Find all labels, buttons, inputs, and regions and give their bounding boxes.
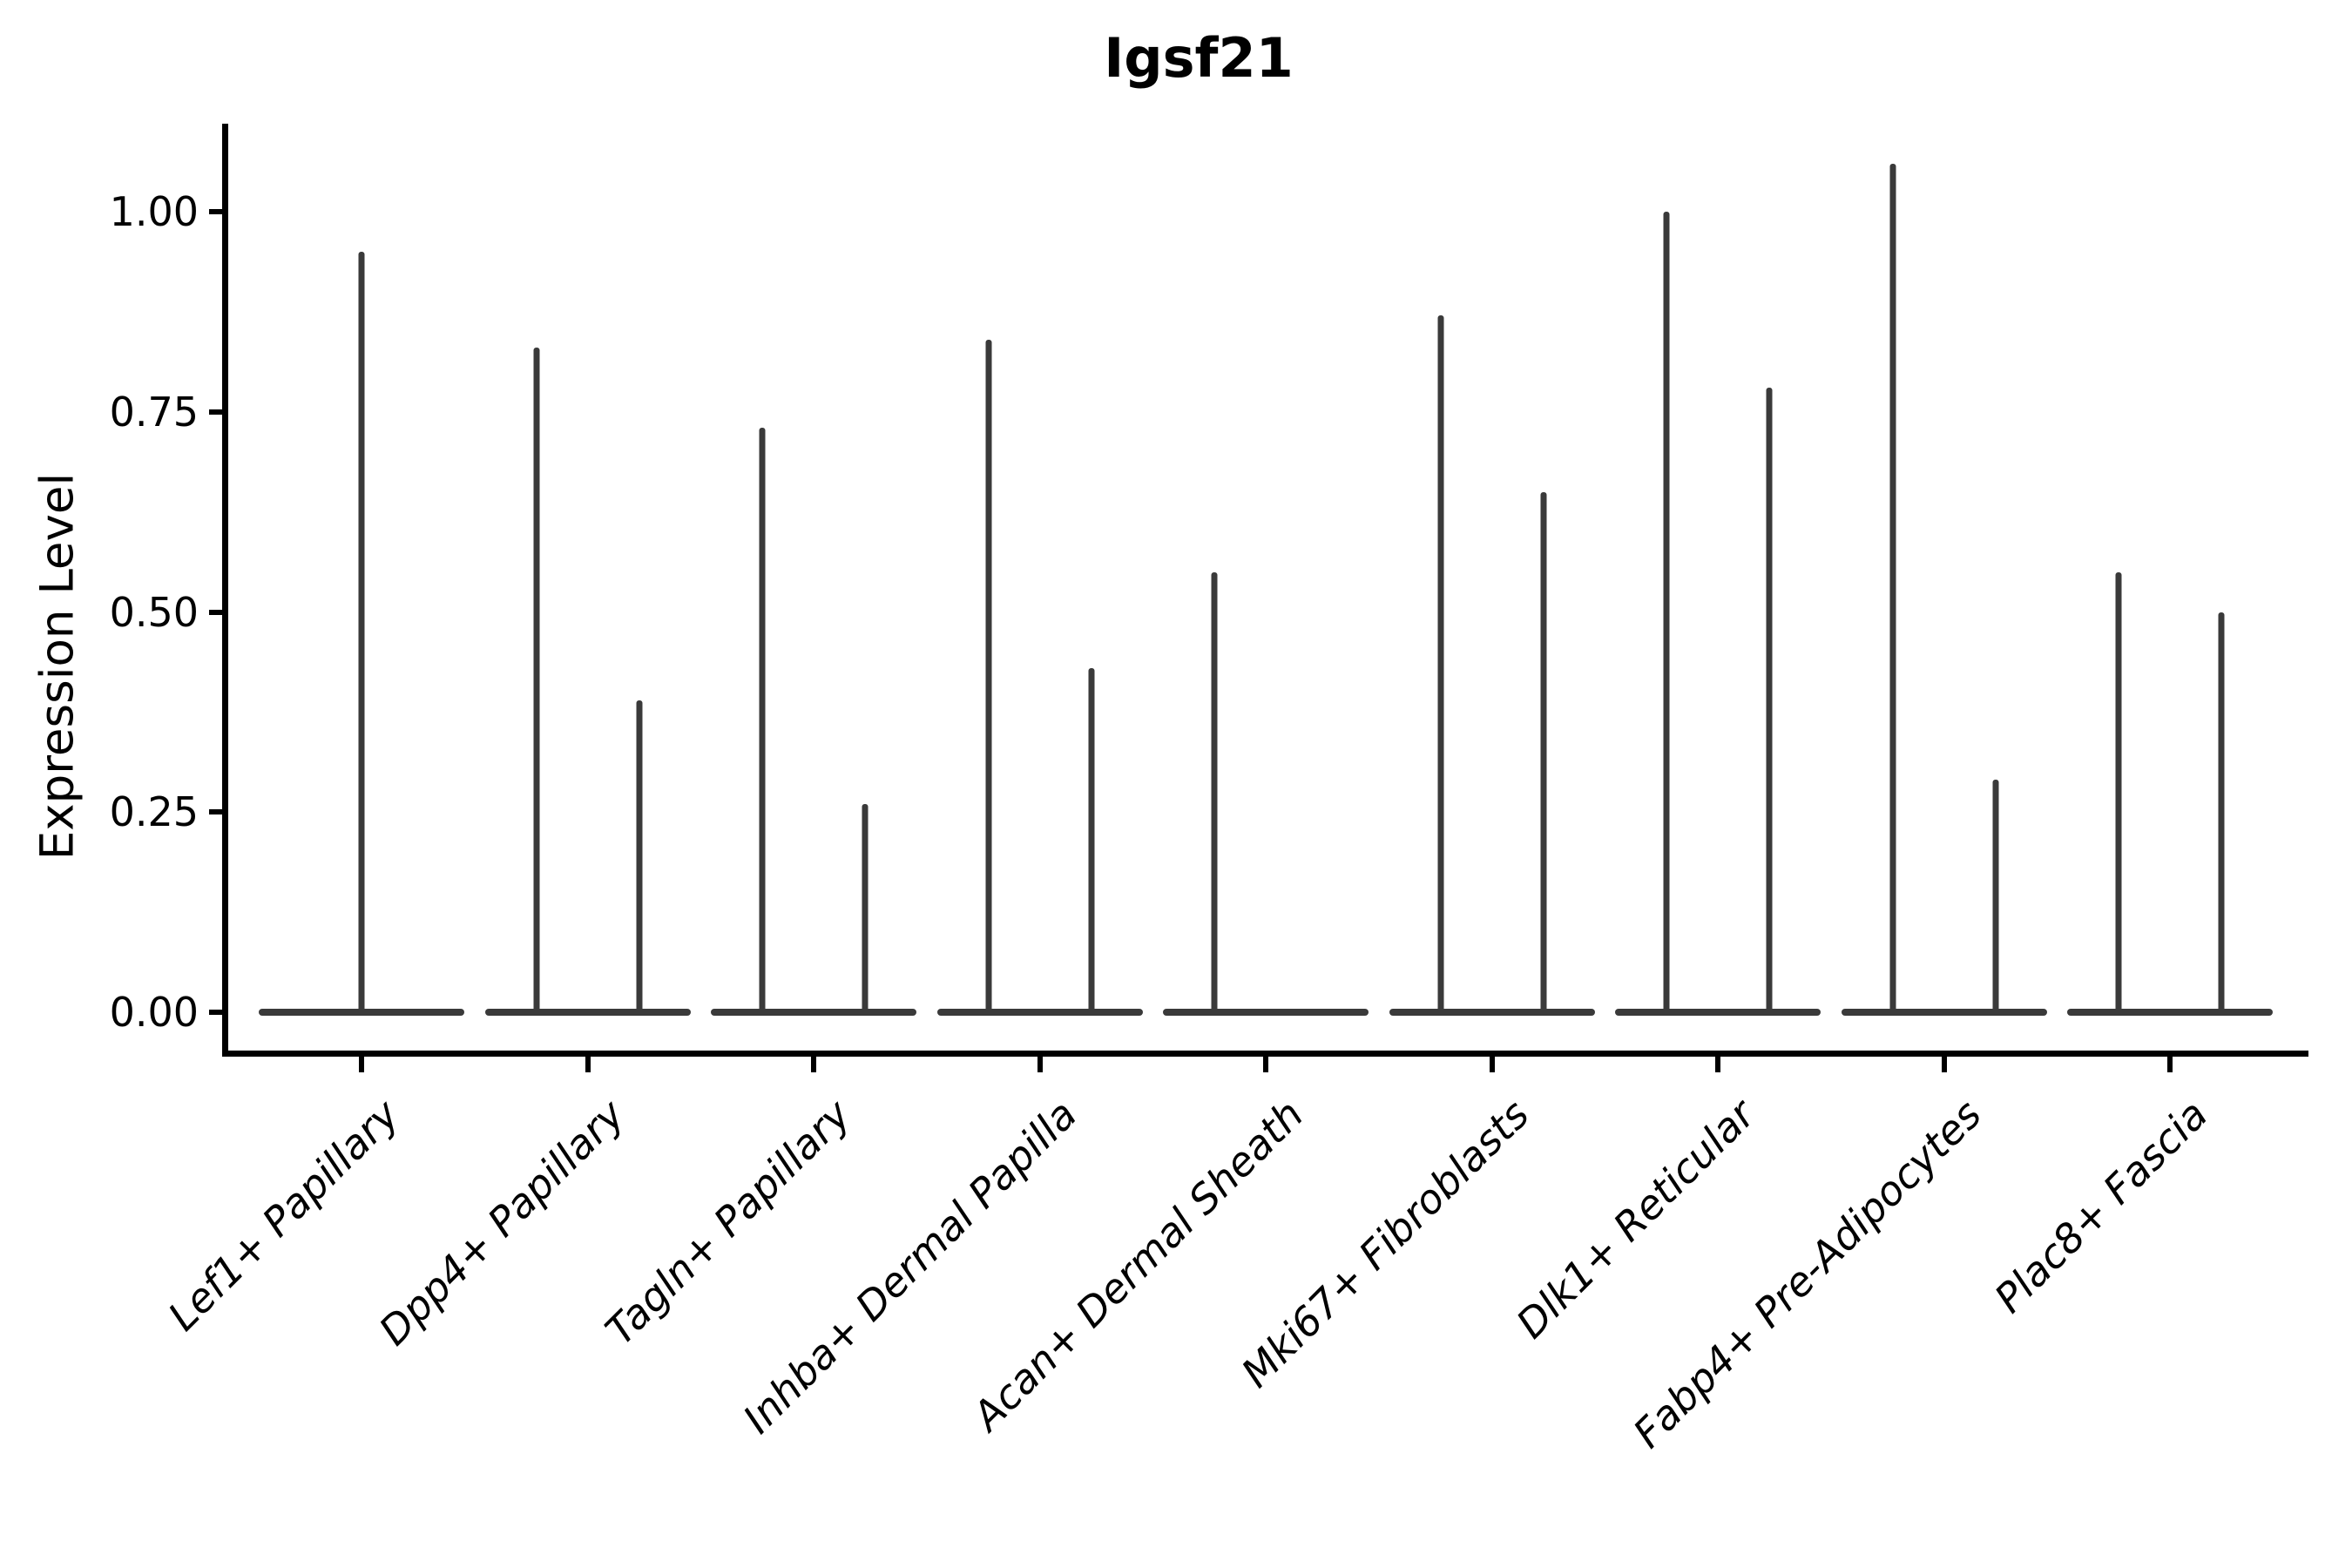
violin-spike	[1088, 667, 1094, 1012]
violin-spike	[1540, 491, 1546, 1012]
x-tick-label: Dpp4+ Papillary	[370, 1091, 634, 1355]
y-axis-label: Expression Level	[30, 472, 84, 861]
violin-spike	[2218, 612, 2225, 1012]
violin-base	[2067, 1009, 2273, 1016]
y-tick	[209, 609, 223, 615]
y-tick-label: 1.00	[109, 188, 199, 235]
x-tick	[1489, 1055, 1495, 1072]
violin-spike	[1211, 571, 1218, 1012]
violin-base	[1841, 1009, 2047, 1016]
violin-base	[1163, 1009, 1369, 1016]
y-tick-label: 0.75	[109, 388, 199, 436]
violin-spike	[1889, 163, 1896, 1012]
x-tick	[585, 1055, 591, 1072]
violin-spike	[1437, 315, 1443, 1012]
violin-spike	[1663, 212, 1670, 1012]
plot-title: Igsf21	[1104, 26, 1294, 90]
x-tick-label: Plac8+ Fascia	[1984, 1091, 2217, 1322]
x-axis-spine	[222, 1051, 2308, 1057]
x-tick	[1715, 1055, 1720, 1072]
violin-spike	[759, 428, 766, 1012]
violin-spike	[2115, 571, 2122, 1012]
x-tick	[359, 1055, 364, 1072]
x-tick	[811, 1055, 816, 1072]
x-tick-label: Lef1+ Papillary	[159, 1091, 409, 1340]
y-axis-spine	[222, 124, 228, 1057]
violin-spike	[533, 348, 539, 1012]
y-tick-label: 0.00	[109, 989, 199, 1036]
y-tick	[209, 209, 223, 214]
x-tick	[1941, 1055, 1947, 1072]
violin-base	[259, 1009, 464, 1016]
violin-spike	[636, 700, 642, 1012]
violin-spike	[358, 251, 365, 1012]
y-tick-label: 0.25	[109, 788, 199, 836]
x-tick-label: Tagln+ Papillary	[596, 1091, 861, 1355]
x-tick	[1037, 1055, 1043, 1072]
y-tick-label: 0.50	[109, 588, 199, 636]
y-tick	[209, 409, 223, 415]
violin-base	[711, 1009, 916, 1016]
violin-base	[484, 1009, 691, 1016]
violin-base	[1615, 1009, 1821, 1016]
x-tick	[1263, 1055, 1268, 1072]
violin-spike	[985, 340, 991, 1012]
violin-spike	[1992, 780, 1998, 1012]
violin-base	[1389, 1009, 1595, 1016]
violin-base	[936, 1009, 1143, 1016]
x-tick	[2167, 1055, 2173, 1072]
violin-spike	[1766, 388, 1773, 1012]
violin-spike	[862, 804, 868, 1012]
x-tick-label: Dlk1+ Reticular	[1507, 1091, 1765, 1348]
y-tick	[209, 1010, 223, 1015]
y-tick	[209, 809, 223, 815]
